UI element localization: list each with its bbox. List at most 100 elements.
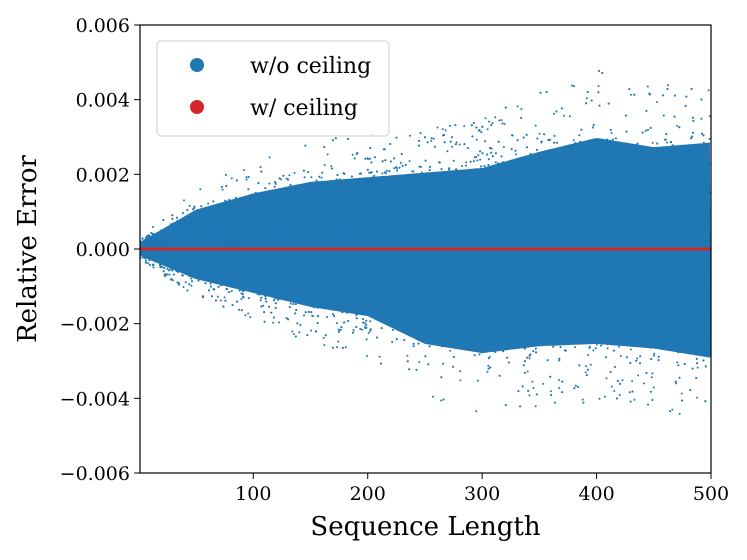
- scatter-point: [241, 243, 244, 246]
- scatter-point: [451, 243, 454, 246]
- scatter-point: [261, 235, 264, 238]
- scatter-point: [572, 139, 575, 142]
- scatter-point: [344, 279, 347, 282]
- scatter-point: [614, 232, 617, 235]
- scatter-point: [319, 182, 322, 185]
- scatter-point: [458, 284, 461, 287]
- scatter-point: [406, 354, 409, 357]
- scatter-point: [610, 385, 613, 388]
- scatter-point: [390, 311, 393, 313]
- scatter-point: [326, 316, 328, 318]
- scatter-point: [466, 253, 469, 256]
- scatter-point: [390, 321, 393, 324]
- scatter-point: [469, 239, 472, 242]
- scatter-point: [554, 271, 557, 274]
- scatter-point: [537, 211, 540, 214]
- scatter-point: [334, 212, 337, 215]
- scatter-point: [319, 263, 322, 266]
- scatter-point: [254, 191, 257, 194]
- scatter-point: [463, 331, 466, 334]
- scatter-point: [190, 239, 193, 242]
- scatter-point: [549, 390, 552, 393]
- scatter-point: [666, 224, 669, 227]
- scatter-point: [570, 193, 572, 196]
- scatter-point: [418, 361, 421, 364]
- scatter-point: [428, 296, 430, 299]
- scatter-point: [271, 190, 274, 193]
- scatter-point: [320, 223, 323, 226]
- scatter-point: [178, 242, 180, 244]
- scatter-point: [688, 208, 691, 211]
- scatter-point: [377, 260, 380, 263]
- scatter-point: [536, 177, 539, 180]
- scatter-point: [515, 208, 518, 211]
- scatter-point: [580, 225, 583, 228]
- scatter-point: [243, 258, 245, 261]
- scatter-point: [468, 202, 471, 204]
- scatter-point: [631, 380, 634, 383]
- scatter-point: [280, 255, 283, 258]
- scatter-point: [389, 257, 391, 260]
- scatter-point: [179, 225, 182, 228]
- scatter-point: [587, 195, 590, 198]
- scatter-point: [310, 301, 313, 304]
- scatter-point: [322, 269, 325, 272]
- scatter-point: [276, 195, 279, 198]
- scatter-point: [432, 137, 435, 140]
- scatter-point: [257, 207, 260, 210]
- scatter-point: [418, 309, 421, 312]
- scatter-point: [575, 332, 578, 335]
- scatter-point: [303, 239, 306, 242]
- scatter-point: [441, 128, 444, 131]
- scatter-point: [604, 266, 606, 269]
- scatter-point: [392, 223, 395, 226]
- scatter-point: [676, 124, 679, 127]
- scatter-point: [484, 183, 487, 186]
- scatter-point: [297, 198, 300, 201]
- scatter-point: [404, 309, 407, 312]
- scatter-point: [234, 196, 237, 199]
- scatter-point: [379, 182, 382, 185]
- scatter-point: [514, 184, 517, 187]
- scatter-point: [643, 256, 646, 259]
- scatter-point: [230, 267, 233, 270]
- scatter-point: [361, 185, 364, 188]
- scatter-point: [451, 265, 454, 268]
- scatter-point: [579, 194, 582, 197]
- scatter-point: [491, 342, 494, 345]
- scatter-point: [627, 254, 630, 257]
- scatter-point: [410, 239, 413, 242]
- scatter-point: [601, 285, 604, 288]
- scatter-point: [320, 176, 323, 179]
- scatter-point: [641, 320, 644, 323]
- scatter-point: [482, 226, 484, 229]
- scatter-point: [617, 169, 620, 172]
- scatter-point: [589, 239, 591, 242]
- scatter-point: [538, 260, 541, 263]
- scatter-point: [551, 215, 553, 218]
- scatter-point: [149, 237, 152, 239]
- scatter-point: [207, 235, 210, 238]
- scatter-point: [516, 217, 518, 220]
- scatter-point: [202, 207, 205, 210]
- scatter-point: [544, 199, 547, 202]
- scatter-point: [218, 240, 221, 243]
- scatter-point: [670, 299, 673, 302]
- scatter-point: [206, 222, 209, 225]
- scatter-point: [143, 241, 145, 243]
- scatter-point: [476, 168, 479, 171]
- scatter-point: [601, 261, 604, 264]
- scatter-point: [264, 234, 267, 236]
- scatter-point: [378, 224, 381, 227]
- scatter-point: [620, 202, 622, 205]
- scatter-point: [591, 275, 594, 278]
- scatter-point: [272, 321, 275, 324]
- scatter-point: [539, 259, 542, 262]
- scatter-point: [571, 250, 574, 253]
- scatter-point: [645, 258, 648, 261]
- scatter-point: [369, 193, 372, 196]
- scatter-point: [317, 253, 320, 256]
- scatter-point: [589, 363, 592, 366]
- scatter-point: [345, 285, 348, 288]
- scatter-point: [610, 260, 613, 263]
